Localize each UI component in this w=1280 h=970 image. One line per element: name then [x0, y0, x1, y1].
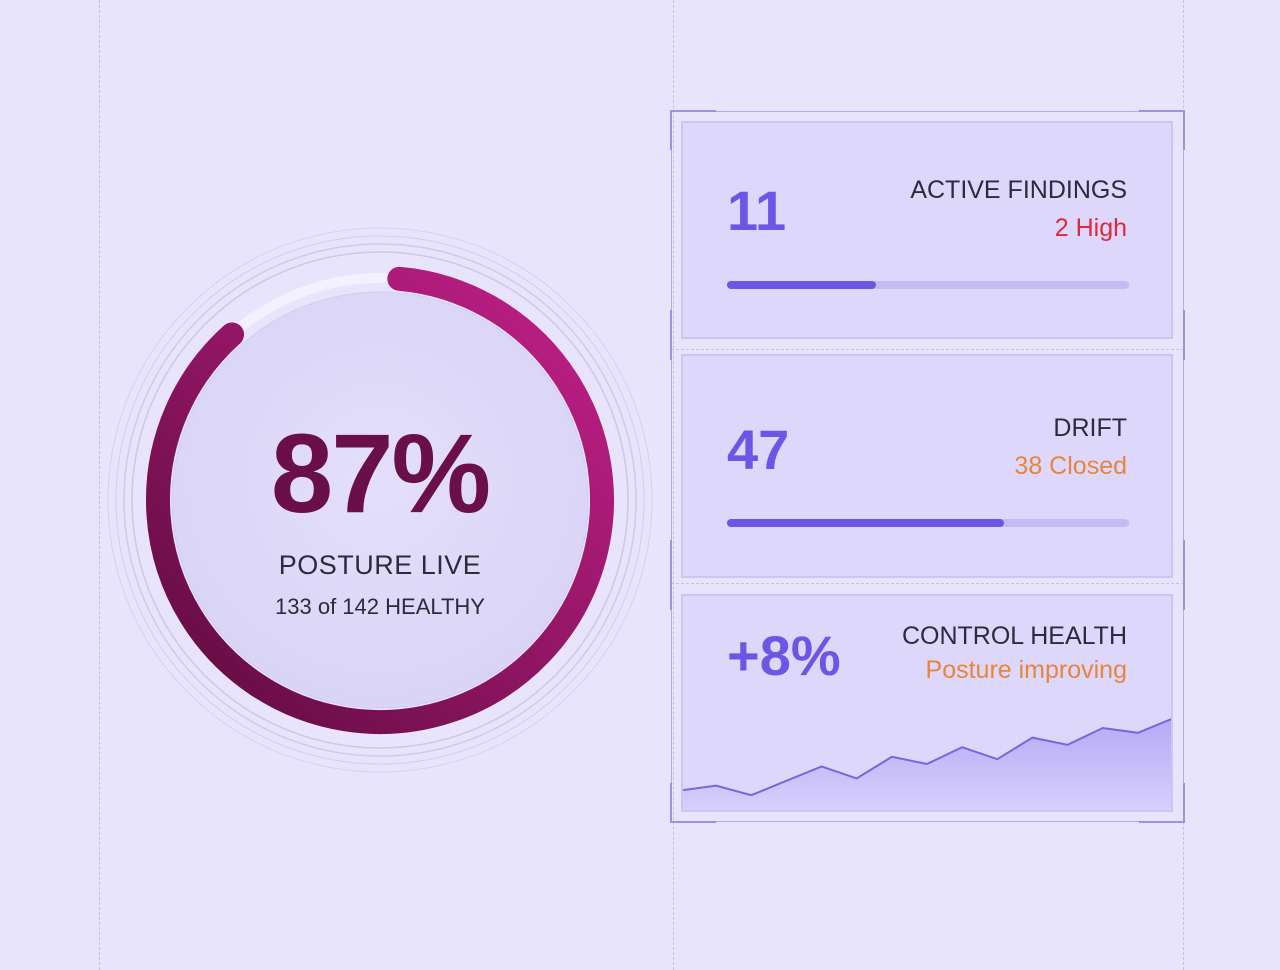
drift-progress-bar [727, 519, 1129, 527]
drift-closed-count: 38 Closed [1014, 452, 1127, 480]
drift-progress-fill [727, 519, 1005, 527]
guide-line [673, 0, 674, 970]
drift-card[interactable]: 47 DRIFT 38 Closed [681, 354, 1173, 578]
drift-count: 47 [727, 418, 790, 481]
control-health-change: +8% [727, 624, 841, 687]
active-findings-card[interactable]: 11 ACTIVE FINDINGS 2 High [681, 121, 1173, 339]
drift-title: DRIFT [1053, 414, 1127, 442]
control-health-status: Posture improving [925, 656, 1127, 684]
control-health-trend-chart [683, 718, 1171, 810]
posture-percent: 87% [270, 411, 491, 536]
gauge-progress-arc [146, 266, 614, 734]
guide-line [671, 349, 1184, 350]
posture-gauge: 87% POSTURE LIVE 133 of 142 HEALTHY [100, 220, 660, 780]
findings-high-count: 2 High [1054, 214, 1127, 242]
findings-progress-fill [727, 281, 876, 289]
guide-line [671, 583, 1184, 584]
posture-label: POSTURE LIVE [278, 550, 482, 580]
findings-title: ACTIVE FINDINGS [910, 176, 1127, 204]
guide-line [99, 0, 100, 970]
trend-line [683, 718, 1171, 797]
metrics-frame [671, 111, 1184, 822]
control-health-title: CONTROL HEALTH [901, 622, 1127, 650]
control-health-card[interactable]: +8% CONTROL HEALTH Posture improving [681, 594, 1173, 812]
posture-sub: 133 of 142 HEALTHY [275, 594, 485, 619]
findings-count: 11 [727, 179, 787, 242]
findings-progress-bar [727, 281, 1129, 289]
posture-gauge-graphic [107, 227, 653, 773]
trend-area [683, 719, 1171, 810]
